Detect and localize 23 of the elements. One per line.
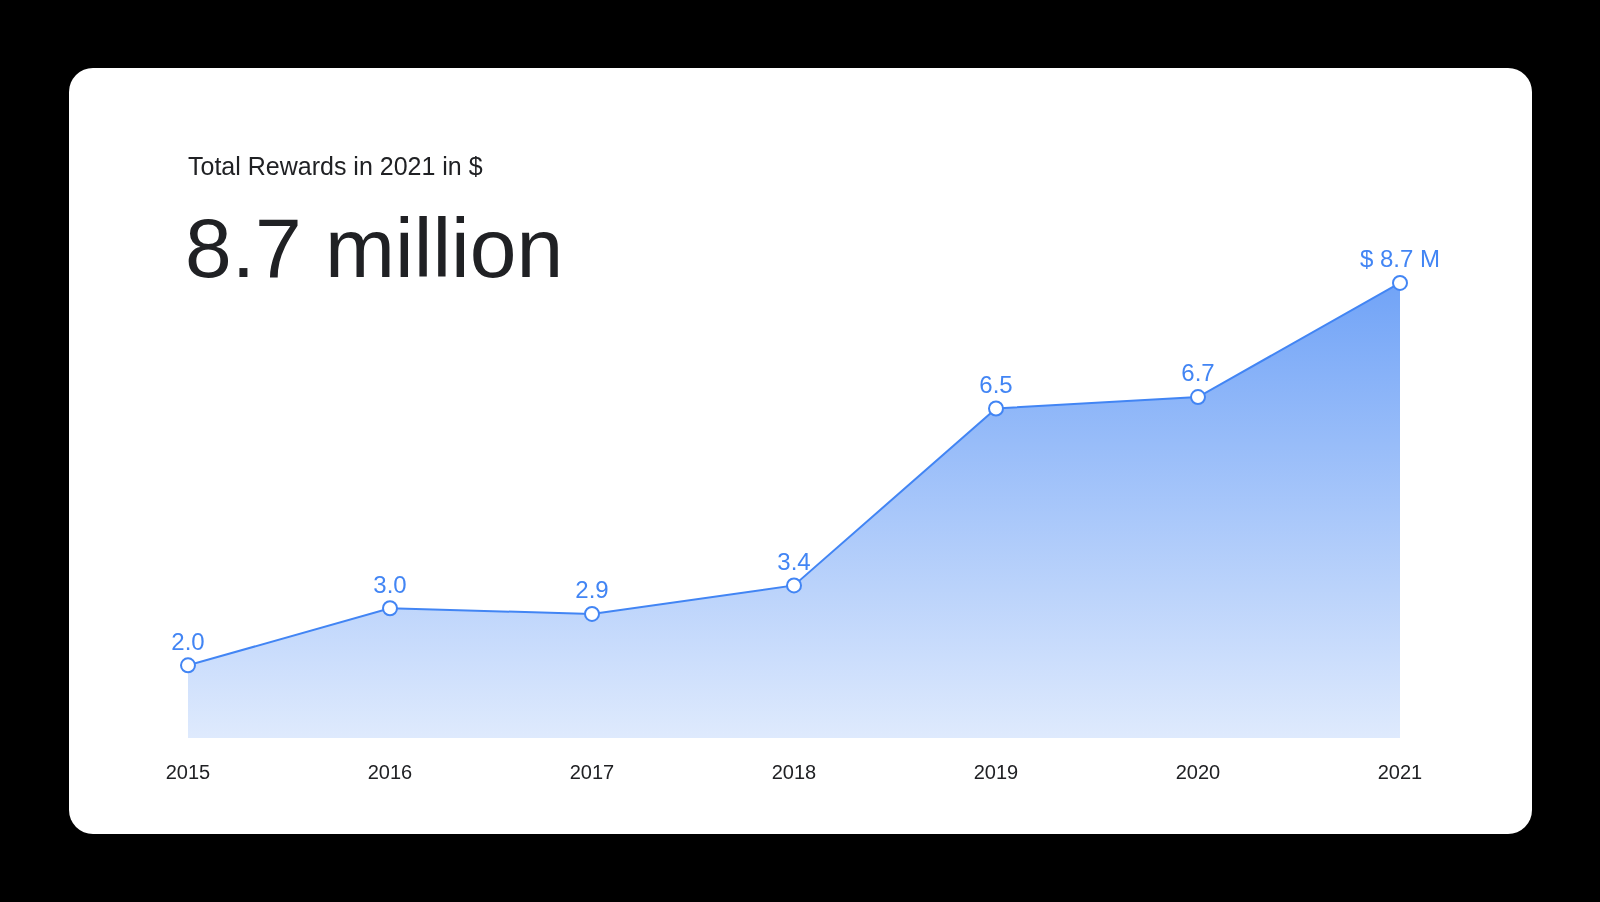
x-tick-label: 2019 — [973, 761, 1019, 783]
point — [1190, 389, 1206, 406]
point — [786, 577, 802, 594]
data-label: $ 8.7 M — [1359, 245, 1441, 273]
data-label: 3.4 — [777, 547, 811, 575]
chart-title: Total Rewards in 2021 in $ — [188, 152, 483, 181]
data-label: 2.9 — [575, 576, 609, 604]
data-label: 6.5 — [979, 370, 1013, 398]
x-tick-label: 2020 — [1175, 761, 1221, 783]
data-label: 3.0 — [373, 570, 407, 598]
chart-subtitle: 8.7 million — [185, 201, 564, 295]
point — [382, 600, 398, 617]
point — [1392, 274, 1408, 291]
point — [584, 605, 600, 622]
data-label: 2.0 — [171, 627, 205, 655]
point — [180, 657, 196, 674]
data-label: 6.7 — [1181, 359, 1215, 387]
x-tick-label: 2015 — [165, 761, 211, 783]
point — [988, 400, 1004, 417]
x-tick-label: 2017 — [569, 761, 615, 783]
x-tick-label: 2021 — [1377, 761, 1423, 783]
x-tick-label: 2016 — [367, 761, 413, 783]
x-tick-label: 2018 — [771, 761, 817, 783]
